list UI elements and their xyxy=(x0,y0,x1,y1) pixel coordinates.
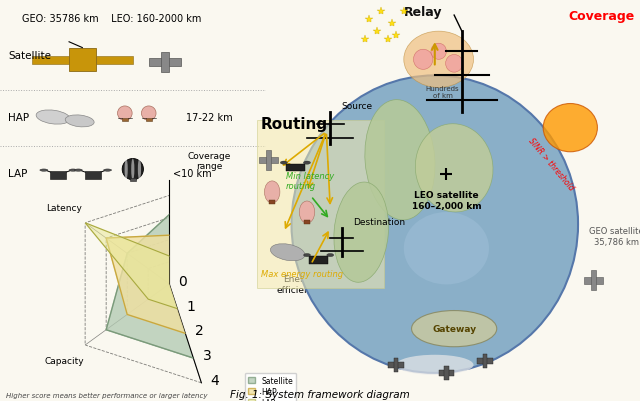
Ellipse shape xyxy=(104,170,111,172)
Ellipse shape xyxy=(303,254,310,257)
Text: Fig. 1: System framework diagram: Fig. 1: System framework diagram xyxy=(230,389,410,399)
Bar xyxy=(309,257,328,264)
Text: SINR > threshold: SINR > threshold xyxy=(527,136,575,192)
Ellipse shape xyxy=(327,254,333,257)
Text: HAP: HAP xyxy=(8,113,29,123)
Bar xyxy=(266,150,271,170)
Text: 17-22 km: 17-22 km xyxy=(186,113,232,123)
Bar xyxy=(444,366,449,380)
Bar xyxy=(394,358,398,372)
Ellipse shape xyxy=(365,100,435,221)
Text: LAP: LAP xyxy=(8,168,28,178)
Ellipse shape xyxy=(40,170,48,172)
Ellipse shape xyxy=(303,162,310,165)
Bar xyxy=(32,57,69,65)
Circle shape xyxy=(292,76,578,373)
Bar xyxy=(388,362,404,368)
Text: Max energy routing: Max energy routing xyxy=(260,270,342,279)
Ellipse shape xyxy=(404,32,474,88)
Bar xyxy=(130,178,136,181)
Circle shape xyxy=(431,44,447,60)
Text: GEO: 35786 km    LEO: 160-2000 km: GEO: 35786 km LEO: 160-2000 km xyxy=(22,14,201,24)
Ellipse shape xyxy=(138,159,141,180)
Ellipse shape xyxy=(65,115,94,128)
Ellipse shape xyxy=(412,311,497,347)
Ellipse shape xyxy=(36,111,70,125)
Text: Hundreds
of km: Hundreds of km xyxy=(426,86,460,99)
Ellipse shape xyxy=(118,107,132,121)
Bar xyxy=(584,277,604,284)
Polygon shape xyxy=(106,235,247,334)
Text: Min latency
routing: Min latency routing xyxy=(285,171,334,190)
Ellipse shape xyxy=(396,355,474,375)
Polygon shape xyxy=(106,186,273,358)
Text: <10 km: <10 km xyxy=(173,168,211,178)
Ellipse shape xyxy=(131,159,134,180)
Ellipse shape xyxy=(264,181,280,204)
Ellipse shape xyxy=(334,182,388,283)
Ellipse shape xyxy=(74,170,83,172)
Bar xyxy=(259,157,278,164)
Bar xyxy=(161,53,169,73)
Ellipse shape xyxy=(404,213,489,285)
Ellipse shape xyxy=(271,244,305,261)
Ellipse shape xyxy=(280,162,287,165)
Text: GEO satellite
35,786 km: GEO satellite 35,786 km xyxy=(589,227,640,246)
Bar xyxy=(269,200,275,205)
Ellipse shape xyxy=(141,107,156,121)
Bar xyxy=(483,354,488,368)
Legend: Satellite, HAP, LAP: Satellite, HAP, LAP xyxy=(244,373,296,401)
Text: Higher score means better performance or larger latency: Higher score means better performance or… xyxy=(6,392,208,398)
Bar xyxy=(304,221,310,225)
Ellipse shape xyxy=(415,124,493,213)
Bar xyxy=(438,370,454,376)
Text: Satellite: Satellite xyxy=(8,51,51,61)
Bar xyxy=(477,358,493,364)
Ellipse shape xyxy=(300,201,315,223)
Bar xyxy=(85,172,101,179)
Bar xyxy=(69,49,95,71)
Text: Routing: Routing xyxy=(260,116,328,131)
Text: Coverage: Coverage xyxy=(568,10,634,23)
Circle shape xyxy=(445,55,463,73)
FancyBboxPatch shape xyxy=(257,120,385,289)
Bar xyxy=(122,119,128,122)
Text: Relay: Relay xyxy=(404,6,442,19)
Polygon shape xyxy=(85,223,221,309)
Text: Gateway: Gateway xyxy=(432,324,476,333)
Bar xyxy=(145,119,152,122)
Ellipse shape xyxy=(69,170,77,172)
Text: Source: Source xyxy=(342,101,373,110)
Ellipse shape xyxy=(122,159,143,180)
Bar xyxy=(591,271,596,291)
Bar xyxy=(285,164,305,172)
Bar xyxy=(95,57,133,65)
Text: LEO satellite
160–2,000 km: LEO satellite 160–2,000 km xyxy=(412,191,481,210)
Text: Destination: Destination xyxy=(353,218,406,227)
Ellipse shape xyxy=(125,159,128,180)
Circle shape xyxy=(413,50,433,70)
Bar xyxy=(51,172,67,179)
Bar xyxy=(148,59,180,67)
Ellipse shape xyxy=(543,104,597,152)
